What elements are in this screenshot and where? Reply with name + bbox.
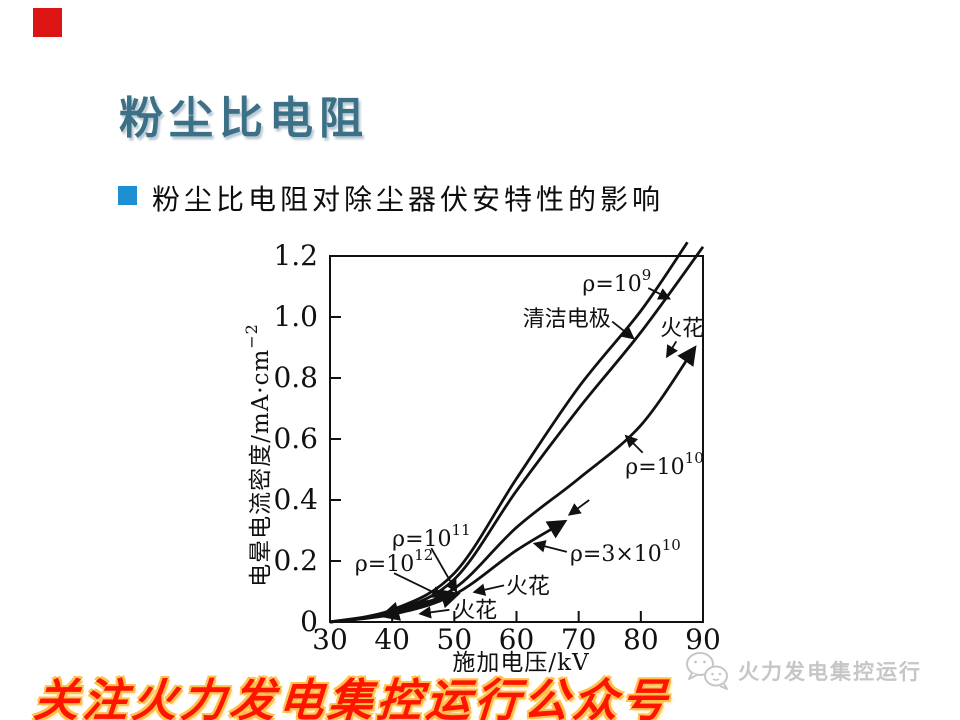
annotation-arrow (393, 572, 445, 598)
annotation-arrow (567, 499, 590, 516)
banner-text: 关注火力发电集控运行公众号 (31, 674, 673, 720)
watermark-text: 火力发电集控运行 (738, 660, 922, 684)
watermark: 火力发电集控运行 (684, 650, 922, 692)
annotation-label: 火花 (660, 316, 704, 341)
y-tick-label: 0.6 (273, 422, 318, 455)
annotation-label: ρ=109 (582, 266, 651, 297)
y-axis-label: 电晕电流密度/mA·cm−2 (242, 323, 274, 587)
y-tick-label: 1.2 (273, 239, 318, 272)
bullet-square-icon (118, 186, 137, 205)
x-tick-label: 70 (561, 623, 597, 656)
x-tick-label: 40 (374, 623, 410, 656)
annotation-label: ρ=3×1010 (570, 536, 681, 567)
page-title: 粉尘比电阻 (119, 93, 369, 144)
annotation-arrow (418, 606, 450, 619)
y-tick-label: 0 (300, 605, 318, 638)
corner-red-square (33, 8, 62, 37)
y-tick-label: 0.2 (273, 544, 318, 577)
x-tick-label: 50 (437, 623, 473, 656)
x-axis-label: 施加电压/kV (452, 650, 589, 676)
annotation-label: ρ=1010 (625, 449, 703, 480)
annotation-arrow (647, 287, 672, 300)
annotation-label: 清洁电极 (523, 307, 611, 332)
y-tick-label: 0.4 (273, 483, 318, 516)
annotation-arrow (472, 583, 505, 596)
x-tick-label: 90 (685, 623, 721, 656)
curve-rho12 (329, 597, 442, 624)
annotation-label: 火花 (506, 574, 550, 599)
y-tick-label: 0.8 (273, 361, 318, 394)
x-tick-label: 80 (623, 623, 659, 656)
chart-dynamic-layer: 30 40 50 60 70 80 90 0 0.2 0.4 0.6 0.8 1.0 1.2 ρ=109 清洁… (273, 239, 720, 656)
annotation-arrow (666, 340, 678, 359)
annotation-arrow (611, 320, 635, 340)
wechat-bubbles-icon (686, 652, 728, 690)
annotation-label: ρ=1011 (392, 521, 470, 552)
annotation-label: 火花 (453, 598, 497, 623)
x-tick-label: 60 (499, 623, 535, 656)
bullet-text: 粉尘比电阻对除尘器伏安特性的影响 (152, 183, 665, 216)
annotation-arrow (430, 547, 458, 594)
annotation-arrow (624, 434, 644, 454)
bullet-item: 粉尘比电阻对除尘器伏安特性的影响 (118, 178, 664, 218)
annotation-label: ρ=1012 (355, 546, 433, 577)
annotation-arrow (532, 540, 568, 553)
x-tick-label: 30 (312, 623, 348, 656)
y-tick-label: 1.0 (273, 300, 318, 333)
